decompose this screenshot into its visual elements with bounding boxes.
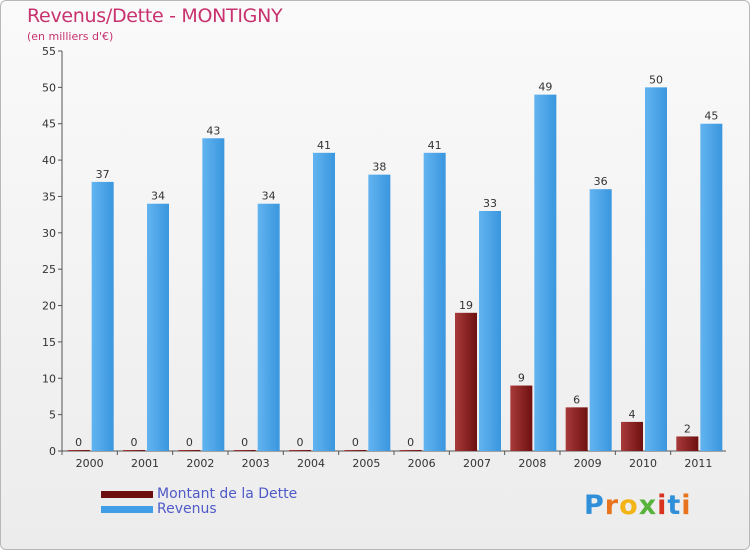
data-label-dette: 0 [352,436,359,449]
bar-revenus [368,174,391,452]
y-tick-label: 35 [42,190,56,203]
bar-dette [123,450,145,451]
x-tick-label: 2010 [629,457,657,470]
data-label-revenus: 38 [372,161,386,174]
bar-dette [67,450,90,451]
data-label-dette: 0 [407,436,414,449]
data-label-revenus: 41 [428,139,442,152]
data-label-dette: 0 [131,436,138,449]
data-label-dette: 6 [573,393,580,406]
legend-swatch-dette [101,491,153,498]
y-tick-label: 0 [49,445,56,458]
bar-revenus [147,203,169,451]
bar-dette [621,421,643,451]
logo-letter: r [604,490,620,521]
x-tick-label: 2000 [76,457,104,470]
y-tick-label: 40 [42,154,56,167]
y-tick-label: 50 [42,81,56,94]
x-tick-label: 2009 [574,457,602,470]
data-label-dette: 2 [684,422,691,435]
bar-dette [344,450,367,451]
data-label-dette: 9 [518,372,525,385]
data-label-revenus: 41 [317,139,331,152]
bar-dette [510,385,533,451]
data-label-revenus: 49 [538,81,552,94]
bar-dette [399,450,422,451]
data-label-revenus: 43 [206,124,220,137]
bar-revenus [91,181,114,451]
logo-letter: o [619,490,639,521]
data-label-revenus: 37 [96,168,110,181]
y-tick-label: 20 [42,300,56,313]
bar-revenus [645,87,667,451]
y-tick-label: 55 [42,45,56,58]
y-tick-label: 30 [42,227,56,240]
bars-group [67,87,723,452]
data-label-revenus: 36 [594,175,608,188]
bar-revenus [479,211,501,451]
bar-dette [178,450,201,451]
bar-dette [233,450,256,451]
legend-item-revenus: Revenus [101,502,297,517]
bar-dette [565,407,588,451]
legend-label-dette: Montant de la Dette [157,486,298,502]
data-label-dette: 19 [459,299,473,312]
y-tick-label: 25 [42,263,56,276]
bar-revenus [589,189,612,451]
data-label-dette: 0 [241,436,248,449]
bar-dette [455,312,477,451]
legend: Montant de la Dette Revenus [101,487,297,517]
logo-letter: x [638,490,658,521]
data-label-dette: 0 [186,436,193,449]
data-label-revenus: 34 [262,190,276,203]
x-tick-label: 2007 [463,457,491,470]
logo-letter: i [681,490,692,521]
bar-revenus [313,152,335,451]
logo-letter: P [584,490,605,521]
bar-revenus [534,94,557,452]
bar-revenus [423,152,446,451]
x-tick-label: 2004 [297,457,325,470]
data-label-revenus: 50 [649,73,663,86]
x-tick-label: 2002 [186,457,214,470]
data-label-dette: 0 [75,436,82,449]
legend-label-revenus: Revenus [157,501,217,517]
x-tick-label: 2008 [518,457,546,470]
logo-letter: i [657,490,668,521]
y-tick-label: 45 [42,118,56,131]
data-label-revenus: 34 [151,190,165,203]
legend-item-dette: Montant de la Dette [101,487,297,502]
bar-revenus [257,203,280,451]
logo-letter: t [667,490,682,521]
bar-revenus [202,138,225,452]
chart-title: Revenus/Dette - MONTIGNY [27,5,283,27]
proxiti-logo: Proxiti [584,490,692,521]
x-tick-label: 2001 [131,457,159,470]
y-tick-label: 10 [42,372,56,385]
bar-revenus [700,123,723,452]
y-tick-label: 15 [42,336,56,349]
data-label-dette: 0 [297,436,304,449]
y-tick-label: 5 [49,409,56,422]
x-tick-label: 2006 [408,457,436,470]
x-tick-label: 2003 [242,457,270,470]
legend-swatch-revenus [101,506,153,513]
data-label-dette: 4 [629,408,636,421]
data-label-revenus: 33 [483,197,497,210]
x-tick-label: 2005 [352,457,380,470]
labels-group: 0 37 0 34 0 43 0 34 0 41 0 38 0 41 19 33 9 49 6 36 4 50 2 45 [75,73,718,449]
x-tick-label: 2011 [684,457,712,470]
bar-dette [676,436,699,451]
bar-dette [289,450,311,451]
chart-subtitle: (en milliers d'€) [27,30,114,43]
data-label-revenus: 45 [704,110,718,123]
